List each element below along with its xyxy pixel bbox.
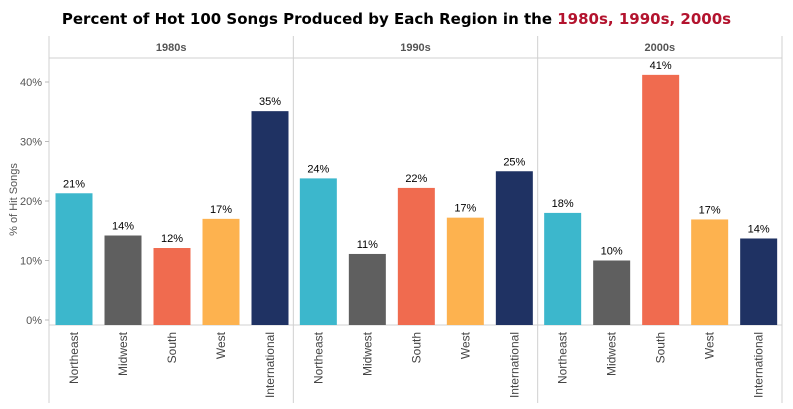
chart-title: Percent of Hot 100 Songs Produced by Eac… <box>0 10 793 28</box>
bar-1980s-northeast <box>55 193 93 325</box>
x-tick-label-1980s-international: International <box>263 332 277 398</box>
x-tick-label-1990s-northeast: Northeast <box>311 331 325 384</box>
bar-2000s-midwest <box>593 260 631 325</box>
x-tick-label-1990s-international: International <box>507 332 521 398</box>
bar-2000s-west <box>691 219 729 325</box>
panel-header-2000s: 2000s <box>645 42 676 54</box>
data-label-2000s-international: 14% <box>748 223 770 235</box>
x-tick-label-2000s-northeast: Northeast <box>556 331 570 384</box>
data-label-1980s-northeast: 21% <box>63 178 85 190</box>
bar-1990s-south <box>397 187 435 325</box>
panel-header-1990s: 1990s <box>400 42 431 54</box>
x-tick-label-2000s-south: South <box>654 332 668 363</box>
bar-1980s-international <box>251 111 289 325</box>
x-tick-label-1990s-west: West <box>458 331 472 359</box>
bar-2000s-south <box>642 74 680 325</box>
x-tick-label-1980s-west: West <box>214 331 228 359</box>
data-label-1980s-west: 17% <box>210 204 232 216</box>
x-tick-label-1990s-midwest: Midwest <box>360 331 374 376</box>
data-label-2000s-west: 17% <box>699 204 721 216</box>
data-label-2000s-south: 41% <box>650 60 672 72</box>
data-label-2000s-midwest: 10% <box>601 246 623 258</box>
chart-title-prefix: Percent of Hot 100 Songs Produced by Eac… <box>61 10 558 28</box>
x-tick-label-1980s-northeast: Northeast <box>67 331 81 384</box>
data-label-1990s-midwest: 11% <box>357 239 378 251</box>
bar-1990s-international <box>495 171 533 325</box>
bar-1990s-west <box>446 217 484 325</box>
y-tick-label: 10% <box>20 256 42 268</box>
data-label-1980s-midwest: 14% <box>112 221 134 233</box>
chart-title-highlight: 1980s, 1990s, 2000s <box>557 10 732 28</box>
y-tick-label: 20% <box>20 196 42 208</box>
data-label-1990s-northeast: 24% <box>307 163 329 175</box>
y-axis-title: % of Hit Songs <box>8 163 20 236</box>
data-label-1990s-west: 17% <box>454 203 476 215</box>
y-tick-label: 40% <box>20 77 42 89</box>
x-tick-label-1980s-south: South <box>165 332 179 363</box>
x-tick-label-2000s-international: International <box>752 332 766 398</box>
x-tick-label-2000s-midwest: Midwest <box>605 331 619 376</box>
data-label-1980s-international: 35% <box>259 96 281 108</box>
data-label-1990s-south: 22% <box>405 173 427 185</box>
bar-2000s-northeast <box>544 212 582 325</box>
bar-1990s-midwest <box>348 253 386 325</box>
panel-header-1980s: 1980s <box>156 42 187 54</box>
bar-1990s-northeast <box>299 178 337 325</box>
x-tick-label-1980s-midwest: Midwest <box>116 331 130 376</box>
bar-2000s-international <box>740 238 778 325</box>
data-label-1990s-international: 25% <box>503 156 525 168</box>
data-label-2000s-northeast: 18% <box>552 198 574 210</box>
x-tick-label-2000s-west: West <box>703 331 717 359</box>
y-tick-label: 0% <box>26 315 42 327</box>
bar-1980s-midwest <box>104 235 142 325</box>
y-tick-label: 30% <box>20 137 42 149</box>
bar-1980s-south <box>153 248 191 325</box>
bar-1980s-west <box>202 218 240 325</box>
x-tick-label-1990s-south: South <box>409 332 423 363</box>
data-label-1980s-south: 12% <box>161 233 183 245</box>
